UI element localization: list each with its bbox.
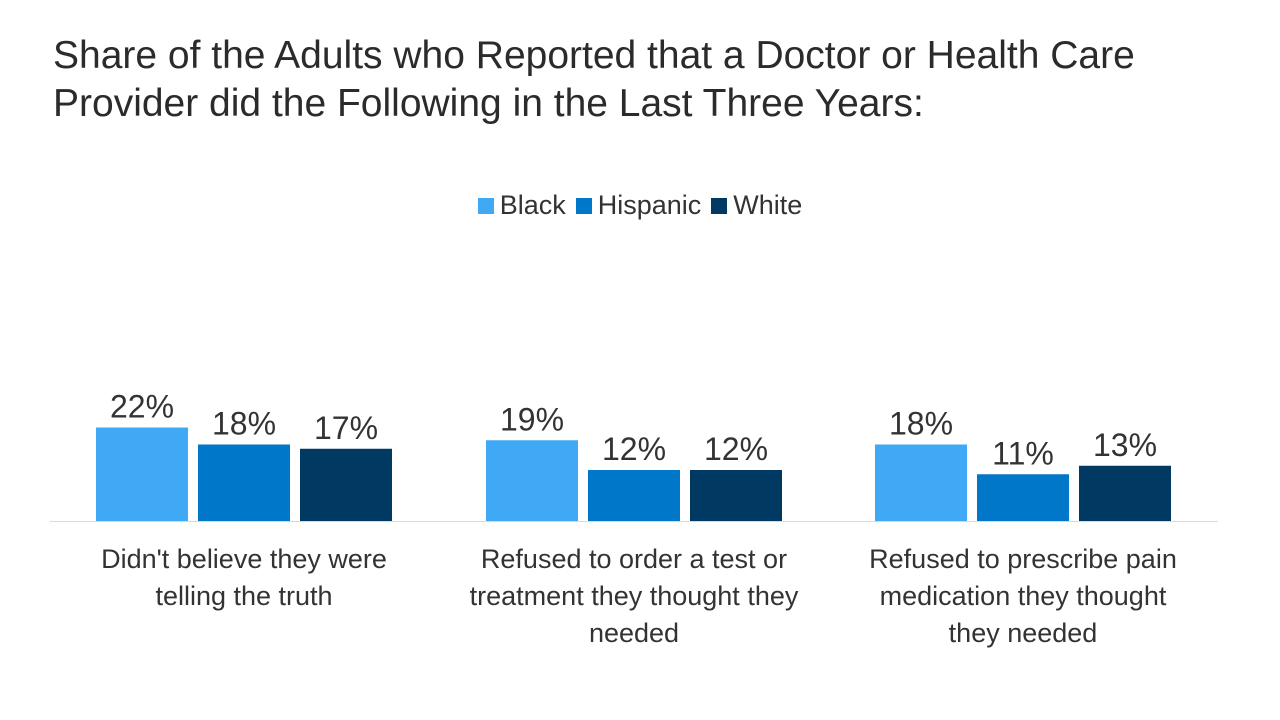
bar-hispanic-1 — [588, 470, 680, 521]
chart-title: Share of the Adults who Reported that a … — [53, 34, 1135, 125]
bar-hispanic-2 — [977, 474, 1069, 521]
legend: Black Hispanic White — [0, 190, 1280, 221]
legend-label-hispanic: Hispanic — [597, 190, 702, 220]
data-label-black-1: 19% — [500, 401, 564, 437]
data-label-hispanic-1: 12% — [602, 431, 666, 467]
category-label-2: Refused to prescribe pain medication the… — [869, 544, 1177, 648]
data-label-white-0: 17% — [314, 410, 378, 446]
data-label-hispanic-2: 11% — [992, 435, 1054, 471]
data-label-black-2: 18% — [889, 406, 953, 442]
legend-label-white: White — [733, 190, 803, 220]
legend-swatch-black — [477, 197, 494, 214]
data-label-hispanic-0: 18% — [212, 406, 276, 442]
bar-white-2 — [1079, 465, 1171, 521]
bar-hispanic-0 — [198, 444, 290, 521]
legend-item-hispanic: Hispanic — [575, 190, 702, 221]
legend-swatch-hispanic — [575, 197, 592, 214]
bars-group: 22% 19% 18% 18% 12% 11% 17% 12% 13% — [96, 389, 1171, 521]
bar-black-1 — [486, 440, 578, 521]
bar-white-0 — [300, 448, 392, 521]
legend-item-black: Black — [477, 190, 566, 221]
category-label-0: Didn't believe they were telling the tru… — [101, 544, 387, 611]
data-label-white-2: 13% — [1093, 427, 1157, 463]
bar-black-2 — [875, 444, 967, 521]
category-label-1: Refused to order a test or treatment the… — [469, 544, 799, 648]
data-label-black-0: 22% — [110, 389, 174, 425]
data-label-white-1: 12% — [704, 431, 768, 467]
legend-label-black: Black — [499, 190, 566, 220]
legend-swatch-white — [711, 197, 728, 214]
legend-item-white: White — [711, 190, 802, 221]
bar-white-1 — [690, 470, 782, 521]
bar-black-0 — [96, 427, 188, 521]
